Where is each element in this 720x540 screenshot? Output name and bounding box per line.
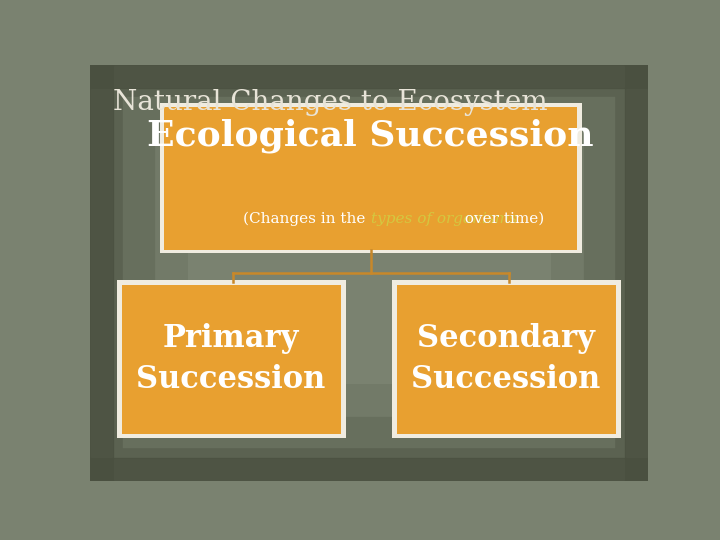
Text: (Changes in the: (Changes in the xyxy=(243,212,371,226)
Bar xyxy=(90,65,648,88)
Bar xyxy=(113,88,625,457)
Text: over time): over time) xyxy=(459,212,544,226)
Text: Secondary
Succession: Secondary Succession xyxy=(412,323,601,395)
Text: Natural Changes to Ecosystem: Natural Changes to Ecosystem xyxy=(113,90,548,117)
Text: Primary
Succession: Primary Succession xyxy=(136,323,325,395)
Bar xyxy=(625,65,648,481)
Bar xyxy=(90,457,648,481)
Bar xyxy=(164,107,577,249)
Bar xyxy=(397,285,616,434)
Bar xyxy=(392,280,621,438)
Text: types of organisms: types of organisms xyxy=(371,212,517,226)
Bar xyxy=(125,99,613,446)
Bar xyxy=(122,285,341,434)
Bar xyxy=(160,103,582,253)
Bar xyxy=(117,280,346,438)
Text: Ecological Succession: Ecological Succession xyxy=(147,118,594,153)
Bar xyxy=(90,65,113,481)
